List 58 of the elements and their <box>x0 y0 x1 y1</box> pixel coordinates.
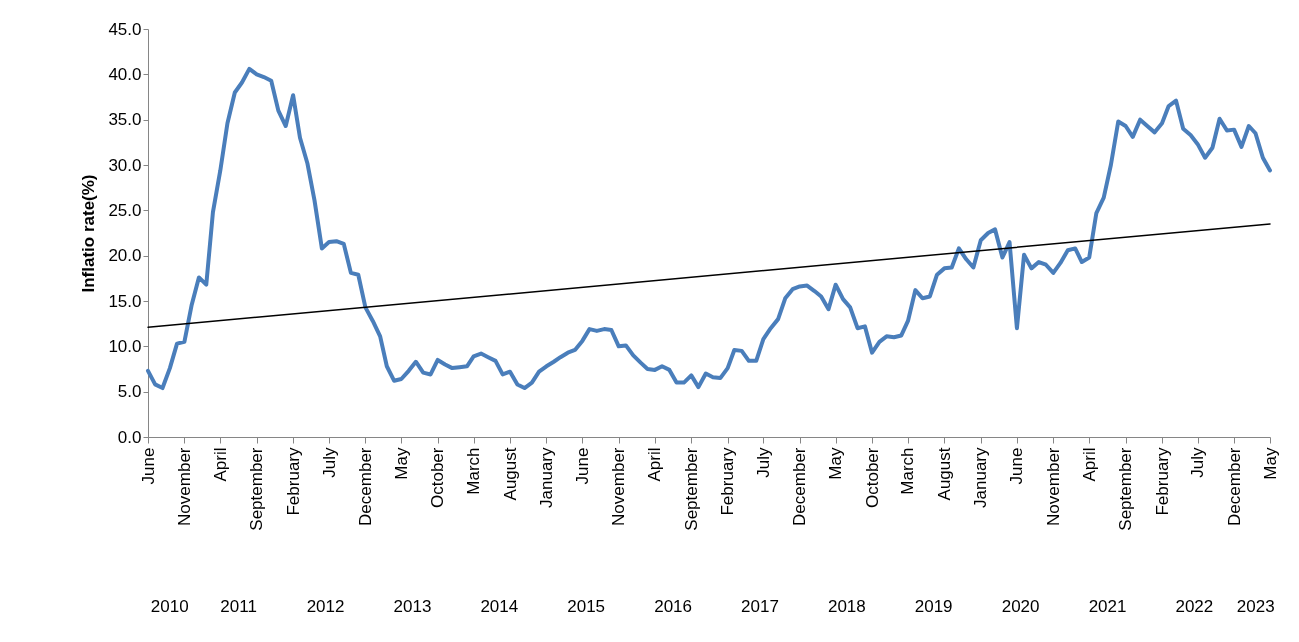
text: 2015 <box>567 597 606 616</box>
x-tick-label: February <box>1152 447 1172 516</box>
x-tick-label: December <box>1224 447 1244 526</box>
text: 2019 <box>914 597 953 616</box>
x-tick-label: October <box>428 447 448 508</box>
x-tick-label: September <box>1116 447 1136 531</box>
x-tick-label: December <box>355 447 375 526</box>
x-tick-label: May <box>826 447 846 480</box>
text: 2011 <box>220 597 257 616</box>
x-tick-label: November <box>1043 447 1063 526</box>
y-tick-label: 10.0 <box>108 336 142 356</box>
text: 2017 <box>741 597 779 616</box>
text: 2013 <box>393 597 432 616</box>
x-tick-label: October <box>862 447 882 508</box>
line-series <box>146 66 1272 391</box>
x-tick-label: January <box>971 447 991 508</box>
x-tick-label: June <box>572 447 592 485</box>
y-tick-label: 0.0 <box>117 427 142 447</box>
x-tick-label: March <box>464 447 484 495</box>
y-tick-label: 30.0 <box>108 155 142 175</box>
x-tick-label: September <box>247 447 267 531</box>
text: 2020 <box>1001 597 1040 616</box>
text: 2014 <box>480 597 519 616</box>
x-tick-label: February <box>718 447 738 516</box>
x-tick-label: July <box>753 447 773 478</box>
text: 2018 <box>827 597 866 616</box>
text: 2021 <box>1088 597 1127 616</box>
x-tick-label: April <box>1079 447 1099 482</box>
y-axis-title: Inflatio rate(%) <box>79 174 99 293</box>
x-tick-label: March <box>898 447 918 495</box>
text: 2012 <box>306 597 345 616</box>
x-tick-label: February <box>283 447 303 516</box>
x-tick-label: July <box>319 447 339 478</box>
text: 2016 <box>654 597 692 616</box>
y-tick-label: 15.0 <box>108 291 142 311</box>
x-tick-label: May <box>1260 447 1280 480</box>
x-tick-label: August <box>934 447 954 501</box>
x-tick-label: June <box>138 447 158 485</box>
x-tick-label: September <box>681 447 701 531</box>
y-tick-label: 25.0 <box>108 200 142 220</box>
x-tick-label: April <box>645 447 665 482</box>
y-tick-label: 45.0 <box>108 19 142 39</box>
x-tick-label: December <box>790 447 810 526</box>
x-tick-label: November <box>609 447 629 526</box>
text: 2023 <box>1236 597 1275 616</box>
x-tick-label: May <box>391 447 411 480</box>
y-tick-label: 5.0 <box>117 382 142 402</box>
y-tick-label: 20.0 <box>108 246 142 266</box>
x-tick-label: July <box>1188 447 1208 478</box>
text: 2010 <box>150 597 189 616</box>
x-tick-label: November <box>174 447 194 526</box>
text: 2022 <box>1175 597 1214 616</box>
y-tick-label: 35.0 <box>108 110 142 130</box>
x-tick-label: June <box>1007 447 1027 485</box>
x-tick-label: April <box>210 447 230 482</box>
x-tick-label: August <box>500 447 520 501</box>
x-tick-label: January <box>536 447 556 508</box>
y-tick-label: 40.0 <box>108 64 142 84</box>
